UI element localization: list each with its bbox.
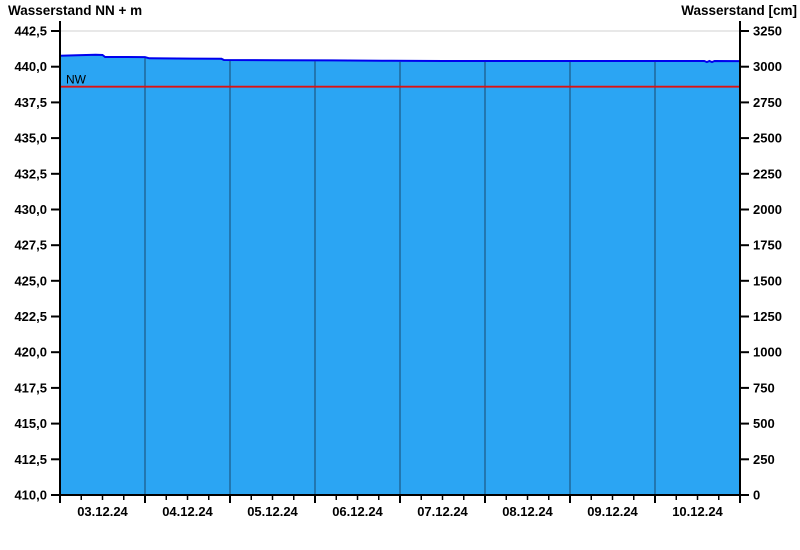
y-left-tick-label: 435,0 xyxy=(14,131,47,146)
y-right-tick-label: 1750 xyxy=(753,238,782,253)
y-right-tick-label: 2250 xyxy=(753,166,782,181)
y-right-tick-label: 2500 xyxy=(753,131,782,146)
y-left-tick-label: 425,0 xyxy=(14,273,47,288)
x-tick-label: 06.12.24 xyxy=(332,504,383,519)
y-left-tick-label: 427,5 xyxy=(14,238,47,253)
right-axis-title: Wasserstand [cm] xyxy=(681,3,797,18)
y-left-tick-label: 412,5 xyxy=(14,452,47,467)
low-water-label: NW xyxy=(66,73,87,87)
y-left-tick-label: 422,5 xyxy=(14,309,47,324)
x-tick-label: 03.12.24 xyxy=(77,504,128,519)
y-right-tick-label: 750 xyxy=(753,380,775,395)
y-left-tick-label: 437,5 xyxy=(14,95,47,110)
y-left-tick-label: 417,5 xyxy=(14,380,47,395)
x-tick-label: 10.12.24 xyxy=(672,504,723,519)
y-left-tick-label: 432,5 xyxy=(14,166,47,181)
y-left-tick-label: 430,0 xyxy=(14,202,47,217)
y-left-tick-label: 420,0 xyxy=(14,345,47,360)
water-level-line xyxy=(59,53,741,64)
y-right-tick-label: 1500 xyxy=(753,273,782,288)
y-right-tick-label: 2750 xyxy=(753,95,782,110)
y-right-tick-label: 3250 xyxy=(753,24,782,39)
y-left-tick-label: 442,5 xyxy=(14,24,47,39)
left-axis-title: Wasserstand NN + m xyxy=(8,3,143,18)
x-tick-label: 04.12.24 xyxy=(162,504,213,519)
y-right-tick-label: 1250 xyxy=(753,309,782,324)
y-right-tick-label: 250 xyxy=(753,452,775,467)
y-right-tick-label: 500 xyxy=(753,416,775,431)
y-right-tick-label: 1000 xyxy=(753,345,782,360)
x-tick-label: 05.12.24 xyxy=(247,504,298,519)
y-right-tick-label: 3000 xyxy=(753,59,782,74)
y-left-tick-label: 415,0 xyxy=(14,416,47,431)
y-left-tick-label: 410,0 xyxy=(14,488,47,503)
y-right-tick-label: 2000 xyxy=(753,202,782,217)
x-tick-label: 08.12.24 xyxy=(502,504,553,519)
x-tick-label: 09.12.24 xyxy=(587,504,638,519)
y-right-tick-label: 0 xyxy=(753,488,760,503)
x-tick-label: 07.12.24 xyxy=(417,504,468,519)
y-left-tick-label: 440,0 xyxy=(14,59,47,74)
